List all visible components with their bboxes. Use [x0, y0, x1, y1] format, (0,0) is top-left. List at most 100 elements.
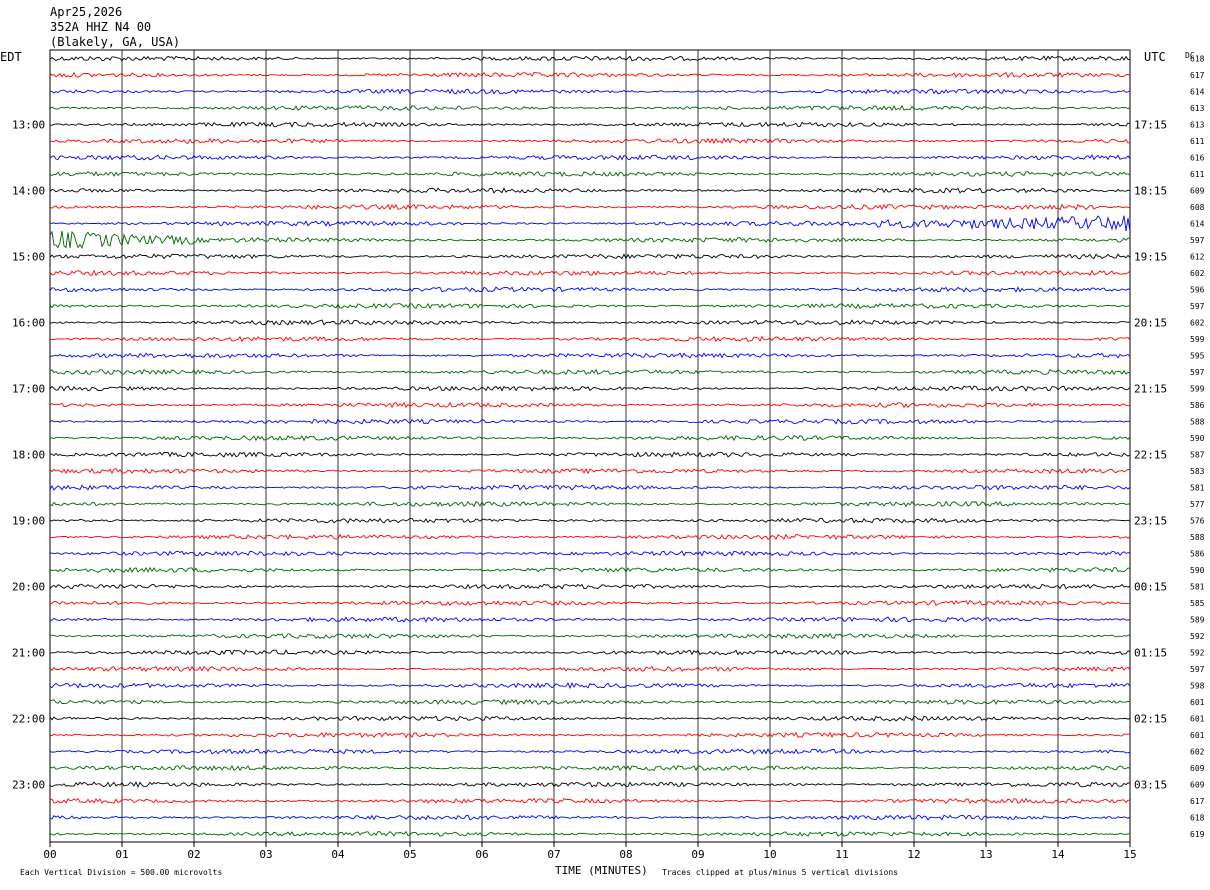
left-hour-label: 14:00	[12, 185, 45, 198]
dc-offset-label: 581	[1190, 583, 1205, 592]
dc-offset-label: 585	[1190, 599, 1205, 608]
x-tick-label-08: 08	[619, 848, 632, 861]
x-tick-label-09: 09	[691, 848, 704, 861]
trace-line-45	[49, 797, 1131, 804]
trace-line-23	[49, 434, 1131, 442]
trace-line-19	[49, 368, 1131, 376]
dc-offset-label: 611	[1190, 170, 1205, 179]
axis-labels: 00 01 02 03 04 05 06 07 08 09 10 11 12 13 14 15 13:00 14:…	[12, 55, 1205, 862]
trace-line-3	[49, 104, 1131, 112]
dc-offset-label: 588	[1190, 533, 1205, 542]
trace-line-35	[49, 632, 1131, 640]
dc-offset-label: 599	[1190, 335, 1205, 344]
dc-offset-label: 592	[1190, 649, 1205, 658]
trace-line-13	[49, 269, 1131, 277]
footer-clip-note: Traces clipped at plus/minus 5 vertical …	[662, 868, 898, 877]
left-hour-label: 17:00	[12, 383, 45, 396]
trace-line-25	[49, 467, 1131, 475]
header-date: Apr25,2026	[50, 5, 122, 19]
plot-frame	[49, 49, 1131, 843]
trace-line-30	[49, 550, 1131, 557]
trace-line-34	[49, 616, 1131, 623]
dc-offset-label: 602	[1190, 269, 1205, 278]
trace-line-14	[49, 286, 1131, 293]
dc-offset-label: 586	[1190, 550, 1205, 559]
trace-line-32	[49, 583, 1131, 590]
dc-offset-label: 602	[1190, 319, 1205, 328]
trace-line-15	[49, 302, 1131, 310]
right-hour-label: 01:15	[1134, 647, 1167, 660]
trace-line-43	[49, 764, 1131, 772]
x-tick-label-05: 05	[403, 848, 416, 861]
dc-offset-label: 613	[1190, 121, 1205, 130]
trace-line-21	[49, 401, 1131, 409]
dc-offset-label: 612	[1190, 253, 1205, 262]
dc-offset-label: 617	[1190, 797, 1205, 806]
trace-line-0	[49, 55, 1131, 62]
dc-offset-label: 614	[1190, 88, 1205, 97]
trace-line-39	[49, 698, 1131, 706]
x-tick-label-13: 13	[979, 848, 992, 861]
right-hour-label: 21:15	[1134, 383, 1167, 396]
dc-offset-label: 611	[1190, 137, 1205, 146]
x-tick-label-00: 00	[43, 848, 56, 861]
x-tick-label-06: 06	[475, 848, 488, 861]
dc-offset-label: 617	[1190, 71, 1205, 80]
right-hour-label: 19:15	[1134, 251, 1167, 264]
trace-line-8	[49, 187, 1131, 194]
trace-line-2	[49, 88, 1131, 95]
trace-line-29	[49, 533, 1131, 541]
left-hour-label: 16:00	[12, 317, 45, 330]
trace-line-16	[49, 319, 1131, 326]
trace-line-42	[49, 748, 1131, 755]
trace-line-40	[49, 715, 1131, 722]
right-hour-label: 23:15	[1134, 515, 1167, 528]
left-hour-label: 15:00	[12, 251, 45, 264]
dc-offset-label: 589	[1190, 616, 1205, 625]
x-tick-label-12: 12	[907, 848, 920, 861]
seismic-traces	[49, 55, 1131, 837]
trace-line-1	[49, 71, 1131, 79]
dc-offset-label: 618	[1190, 55, 1205, 64]
right-axis-label: UTC	[1144, 50, 1166, 64]
trace-line-44	[49, 781, 1131, 789]
left-hour-label: 13:00	[12, 119, 45, 132]
left-hour-label: 18:00	[12, 449, 45, 462]
trace-line-37	[49, 665, 1131, 673]
trace-line-47	[49, 830, 1131, 837]
trace-line-5	[49, 137, 1131, 145]
dc-offset-label: 576	[1190, 517, 1205, 526]
left-hour-label: 23:00	[12, 779, 45, 792]
header-location: (Blakely, GA, USA)	[50, 35, 180, 49]
dc-offset-label: 577	[1190, 500, 1205, 509]
dc-offset-label: 583	[1190, 467, 1205, 476]
x-tick-label-10: 10	[763, 848, 776, 861]
dc-offset-label: 601	[1190, 731, 1205, 740]
trace-line-18	[49, 352, 1131, 359]
dc-label: DC	[1185, 51, 1195, 60]
trace-line-41	[49, 731, 1131, 739]
trace-line-9	[49, 203, 1130, 211]
time-grid	[49, 49, 1131, 847]
dc-offset-label: 595	[1190, 352, 1205, 361]
right-hour-label: 03:15	[1134, 779, 1167, 792]
dc-offset-label: 597	[1190, 368, 1205, 377]
x-tick-label-01: 01	[115, 848, 128, 861]
trace-line-38	[49, 682, 1131, 690]
trace-line-10	[50, 215, 1131, 232]
dc-offset-label: 588	[1190, 418, 1205, 427]
dc-offset-label: 609	[1190, 187, 1205, 196]
dc-offset-label: 590	[1190, 566, 1205, 575]
x-tick-label-02: 02	[187, 848, 200, 861]
right-hour-label: 02:15	[1134, 713, 1167, 726]
trace-line-27	[49, 500, 1131, 508]
left-hour-label: 19:00	[12, 515, 45, 528]
x-tick-label-15: 15	[1123, 848, 1136, 861]
trace-line-17	[49, 335, 1131, 343]
dc-offset-label: 590	[1190, 434, 1205, 443]
right-hour-label: 20:15	[1134, 317, 1167, 330]
dc-offset-label: 597	[1190, 236, 1205, 245]
left-hour-label: 22:00	[12, 713, 45, 726]
footer-scale-note: Each Vertical Division = 500.00 microvol…	[20, 868, 222, 877]
